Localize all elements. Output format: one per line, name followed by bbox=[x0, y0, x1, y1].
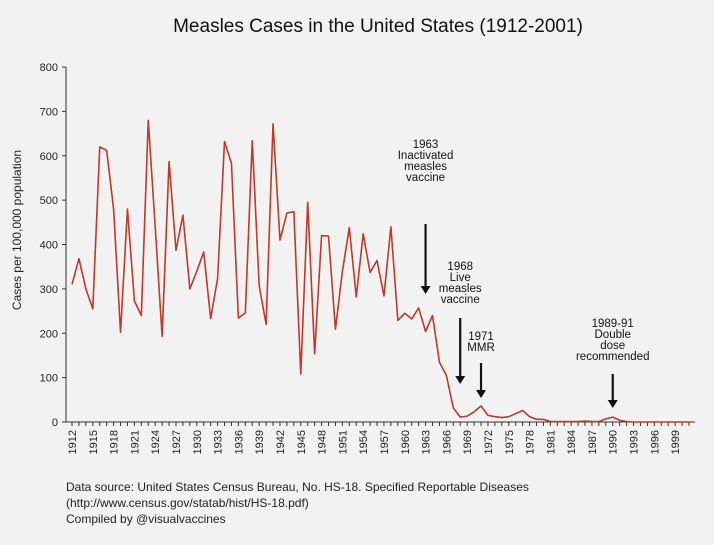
y-tick-label: 700 bbox=[40, 106, 58, 118]
x-tick-label: 1948 bbox=[317, 430, 329, 454]
annotation-arrow-head bbox=[476, 390, 487, 398]
axes bbox=[65, 67, 695, 423]
annotation-text: MMR bbox=[467, 342, 494, 354]
y-axis-label: Cases per 100,000 population bbox=[10, 150, 24, 310]
x-tick-label: 1918 bbox=[109, 430, 121, 454]
x-tick-label: 1933 bbox=[213, 430, 225, 454]
y-tick-label: 800 bbox=[40, 62, 58, 74]
x-tick-label: 1915 bbox=[88, 430, 100, 454]
x-tick-label: 1963 bbox=[421, 430, 433, 454]
x-tick-label: 1912 bbox=[67, 430, 79, 454]
chart: Measles Cases in the United States (1912… bbox=[10, 16, 695, 454]
annotation-text: Double bbox=[595, 329, 631, 341]
source-line-3: Compiled by @visualvaccines bbox=[66, 512, 226, 526]
y-tick-label: 600 bbox=[40, 151, 58, 163]
series-lines bbox=[71, 119, 689, 423]
x-tick-label: 1990 bbox=[608, 430, 620, 454]
x-tick-label: 1960 bbox=[400, 430, 412, 454]
x-tick-label: 1975 bbox=[504, 430, 516, 454]
x-tick-label: 1954 bbox=[358, 430, 370, 454]
x-tick-label: 1939 bbox=[254, 430, 266, 454]
annotation-arrow-head bbox=[455, 376, 466, 384]
annotation-text: 1971 bbox=[468, 331, 494, 343]
x-tick-label: 1981 bbox=[545, 430, 557, 454]
x-tick-label: 1936 bbox=[233, 430, 245, 454]
x-tick-label: 1999 bbox=[670, 430, 682, 454]
annotation-text: Live bbox=[450, 272, 471, 284]
y-tick-label: 500 bbox=[40, 195, 58, 207]
source-line-1: Data source: United States Census Bureau… bbox=[66, 480, 529, 494]
annotation-arrow-head bbox=[420, 286, 431, 294]
source-note: Data source: United States Census Bureau… bbox=[66, 479, 529, 527]
x-ticks: 1912 1915 1918 1921 1924 1927 1930 1933 1936 1939… bbox=[67, 422, 690, 454]
x-tick-label: 1921 bbox=[129, 430, 141, 454]
annotation-text: measles bbox=[439, 283, 482, 295]
x-tick-label: 1993 bbox=[629, 430, 641, 454]
chart-title: Measles Cases in the United States (1912… bbox=[173, 16, 583, 37]
x-tick-label: 1930 bbox=[192, 430, 204, 454]
x-tick-label: 1969 bbox=[462, 430, 474, 454]
series-line bbox=[71, 119, 689, 423]
y-tick-label: 400 bbox=[40, 240, 58, 252]
y-ticks: 0 100 200 300 400 500 600 700 800 bbox=[40, 62, 66, 429]
annotation-text: dose bbox=[600, 340, 625, 352]
annotation-text: 1968 bbox=[447, 261, 473, 273]
y-tick-label: 300 bbox=[40, 284, 58, 296]
annotation-text: recommended bbox=[576, 351, 650, 363]
x-tick-label: 1957 bbox=[379, 430, 391, 454]
x-tick-label: 1987 bbox=[587, 430, 599, 454]
annotation-text: Inactivated bbox=[398, 150, 454, 162]
annotation-arrow-head bbox=[607, 400, 618, 408]
annotations: 1963Inactivatedmeaslesvaccine1968Livemea… bbox=[398, 139, 650, 408]
x-tick-label: 1978 bbox=[525, 430, 537, 454]
x-tick-label: 1996 bbox=[649, 430, 661, 454]
y-tick-label: 200 bbox=[40, 328, 58, 340]
x-tick-label: 1966 bbox=[441, 430, 453, 454]
x-tick-label: 1942 bbox=[275, 430, 287, 454]
source-line-2: (http://www.census.gov/statab/hist/HS-18… bbox=[66, 496, 309, 510]
x-tick-label: 1927 bbox=[171, 430, 183, 454]
y-tick-label: 0 bbox=[52, 417, 58, 429]
x-tick-label: 1924 bbox=[150, 430, 162, 454]
annotation-text: 1989-91 bbox=[592, 318, 634, 330]
x-tick-label: 1945 bbox=[296, 430, 308, 454]
annotation-text: 1963 bbox=[413, 139, 439, 151]
annotation-text: vaccine bbox=[441, 294, 480, 306]
x-tick-label: 1972 bbox=[483, 430, 495, 454]
annotation-text: vaccine bbox=[406, 172, 445, 184]
annotation-text: measles bbox=[404, 161, 447, 173]
x-tick-label: 1951 bbox=[337, 430, 349, 454]
y-tick-label: 100 bbox=[40, 373, 58, 385]
x-tick-label: 1984 bbox=[566, 430, 578, 454]
